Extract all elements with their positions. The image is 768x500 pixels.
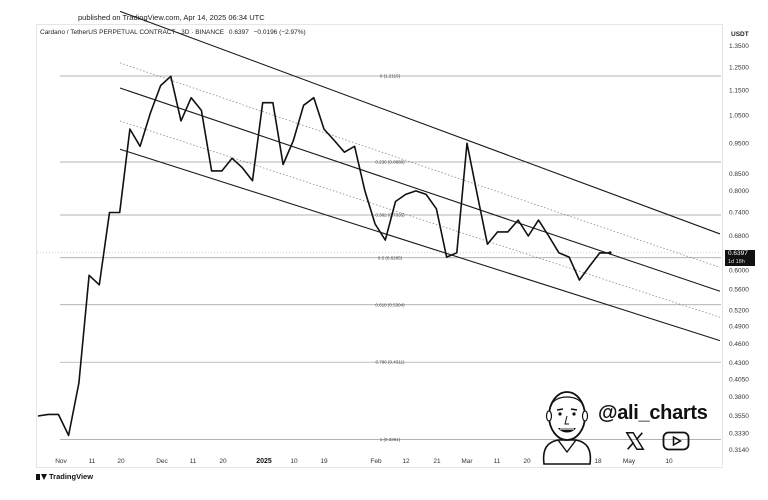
fib-level-label: 0.786 (0.4311)	[376, 360, 405, 365]
channel-boundary-line	[119, 87, 721, 292]
x-tick-label: Mar	[461, 458, 473, 465]
fib-level-label: 0.5 (0.6285)	[378, 255, 403, 260]
x-logo-icon[interactable]	[624, 430, 646, 452]
y-tick-label: 1.1500	[729, 87, 749, 94]
x-tick-label: 12	[402, 458, 410, 465]
symbol-price: 0.6397	[228, 29, 249, 36]
y-tick-label: 0.3800	[729, 394, 749, 401]
x-tick-label: Feb	[370, 458, 382, 465]
y-tick-label: 1.2500	[729, 64, 749, 71]
fib-level-label: 0.382 (0.7335)	[375, 212, 405, 217]
fib-level-label: 0.618 (0.5304)	[375, 302, 405, 307]
x-tick-label: 19	[320, 458, 328, 465]
bar-countdown: 1d 18h	[728, 259, 745, 265]
y-tick-label: 0.7400	[729, 210, 749, 217]
y-tick-label: 0.3330	[729, 431, 749, 438]
x-tick-label: 11	[89, 458, 96, 465]
x-tick-label: 18	[594, 458, 602, 465]
x-tick-label: 2025	[256, 458, 272, 465]
channel-midline	[119, 120, 721, 318]
x-tick-label: 10	[665, 458, 673, 465]
y-tick-label: 0.6000	[729, 268, 749, 275]
channel-boundary-line	[119, 10, 721, 235]
y-tick-label: 0.8000	[729, 188, 749, 195]
price-series-line	[37, 75, 611, 437]
y-tick-label: 0.3550	[729, 413, 749, 420]
y-tick-label: 0.5200	[729, 307, 749, 314]
fib-level-label: 0 (1.2115)	[380, 73, 401, 78]
chart-frame	[36, 24, 723, 468]
tradingview-mark-icon	[36, 473, 47, 480]
current-price-tag: 0.6397 1d 18h	[725, 250, 755, 266]
published-caption: published on TradingView.com, Apr 14, 20…	[78, 13, 265, 22]
tradingview-wordmark: TradingView	[49, 472, 94, 481]
channel-midline	[119, 62, 721, 268]
x-tick-label: 11	[190, 458, 197, 465]
tradingview-logo[interactable]: TradingView	[36, 472, 93, 481]
y-tick-label: 1.3500	[729, 43, 749, 50]
x-tick-label: May	[623, 458, 636, 465]
price-axis-separator	[722, 24, 723, 466]
x-tick-label: 10	[290, 458, 298, 465]
fib-level-label: 1 (0.3261)	[380, 437, 401, 442]
y-tick-label: 0.4300	[729, 360, 749, 367]
author-handle: @ali_charts	[598, 402, 708, 424]
currency-label: USDT	[731, 31, 749, 38]
current-price-value: 0.6397	[728, 250, 748, 257]
y-tick-label: 0.5600	[729, 287, 749, 294]
x-tick-label: 11	[494, 458, 501, 465]
y-tick-label: 0.3140	[729, 447, 749, 454]
symbol-header: Cardano / TetherUS PERPETUAL CONTRACT · …	[40, 29, 309, 36]
y-tick-label: 0.6800	[729, 233, 749, 240]
y-tick-label: 0.4600	[729, 341, 749, 348]
x-tick-label: 21	[433, 458, 441, 465]
x-tick-label: Nov	[55, 458, 67, 465]
y-tick-label: 1.0500	[729, 113, 749, 120]
youtube-play-icon[interactable]	[662, 431, 690, 451]
y-tick-label: 0.9500	[729, 140, 749, 147]
x-tick-label: 20	[117, 458, 125, 465]
y-tick-label: 0.4050	[729, 377, 749, 384]
channel-boundary-line	[119, 148, 721, 342]
x-tick-label: 20	[523, 458, 531, 465]
fib-level-label: 0.236 (0.8880)	[375, 160, 405, 165]
cartoon-portrait-icon	[542, 391, 592, 465]
x-tick-label: Dec	[156, 458, 168, 465]
symbol-change: −0.0196 (−2.97%)	[253, 29, 306, 36]
price-point	[608, 251, 612, 255]
symbol-name: Cardano / TetherUS PERPETUAL CONTRACT · …	[40, 29, 225, 36]
y-tick-label: 0.4900	[729, 324, 749, 331]
y-tick-label: 0.8500	[729, 171, 749, 178]
x-tick-label: 20	[219, 458, 227, 465]
